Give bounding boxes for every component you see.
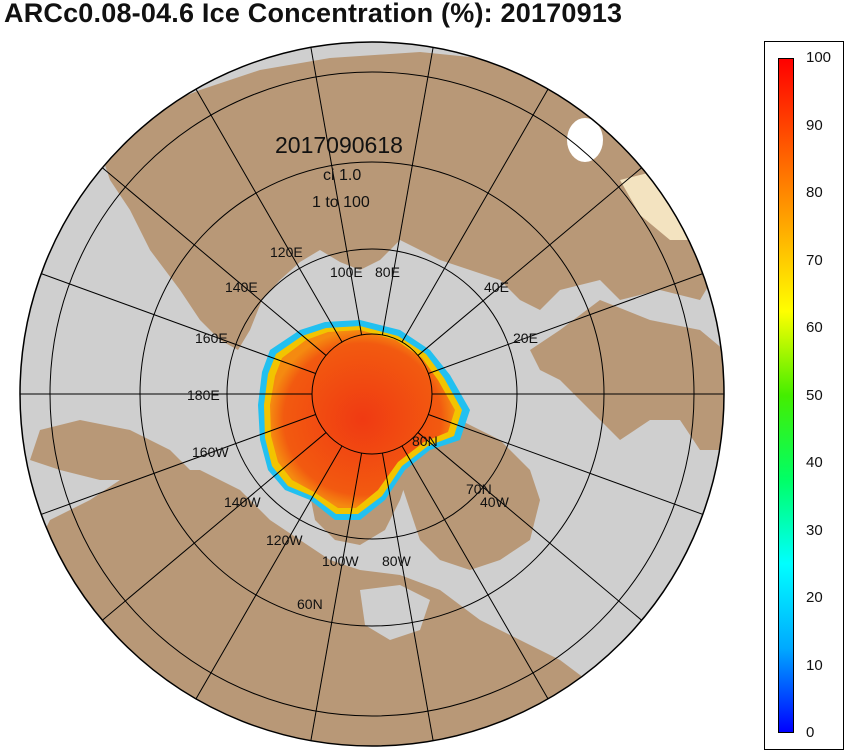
colorbar-tick-label: 70 [806,251,823,269]
lon-label: 80W [382,553,412,569]
lon-label: 160W [192,444,229,460]
lon-label: 40E [484,279,509,295]
map-border [19,41,725,747]
meridian-line [381,42,436,335]
inland-water [567,118,603,162]
lon-label: 140E [225,279,258,295]
lon-label: 100E [330,264,363,280]
contour-interval-label: ci 1.0 [323,167,361,184]
colorbar-tick-label: 60 [806,319,823,336]
colorbar-panel [764,41,844,750]
lon-label: 120E [270,244,303,260]
lon-label: 100W [322,553,359,569]
colorbar-tick-label: 40 [806,454,823,471]
colorbar-tick-label: 80 [806,184,823,201]
land-europe [530,300,724,450]
meridian-line [95,432,327,626]
colorbar-tick-label: 10 [806,656,823,674]
latitude-labels: 80N 70N 60N [297,433,492,612]
land-siberia [90,52,724,350]
graticule [20,42,724,746]
meridian-line [95,162,327,356]
meridian-line [308,42,363,335]
lon-label: 80E [375,264,400,280]
meridian-line [33,414,316,518]
colorbar-tick-label: 30 [806,521,823,539]
colorbar-tick-label: 0 [806,724,815,741]
meridian-line [401,445,553,707]
meridian-line [191,81,343,343]
lon-label: 120W [266,532,303,548]
lon-label: 140W [224,494,261,510]
colorbar-gradient [778,58,794,733]
ice-core [270,330,455,508]
longitude-labels: 120E 100E 80E 140E 40E 160E 20E 180E 160… [187,244,538,569]
meridian-line [33,270,316,374]
meridian-line [308,453,363,746]
meridian-line [428,414,711,518]
lon-label: 180E [187,387,220,403]
colorbar-tick-label: 90 [806,116,823,134]
colorbar-tick-label: 20 [806,589,823,606]
colorbar-tick-label: 50 [806,386,823,404]
meridian-line [417,432,649,626]
range-label: 1 to 100 [312,194,370,211]
meridian-line [428,270,711,374]
page-title: ARCc0.08-04.6 Ice Concentration (%): 201… [4,0,623,28]
lon-label: 40W [480,494,510,510]
map-date-label: 2017090618 [275,132,403,158]
meridian-line [417,162,649,356]
land-alaska [30,420,190,480]
lat-label: 70N [466,481,492,497]
lon-label: 20E [513,330,538,346]
land-greenland [400,420,540,570]
lat-label: 80N [412,433,438,449]
lat-label: 60N [297,596,323,612]
lon-label: 160E [195,330,228,346]
colorbar-tick-label: 100 [806,49,832,66]
meridian-line [401,81,553,343]
meridian-line [381,453,436,746]
meridian-line [191,445,343,707]
